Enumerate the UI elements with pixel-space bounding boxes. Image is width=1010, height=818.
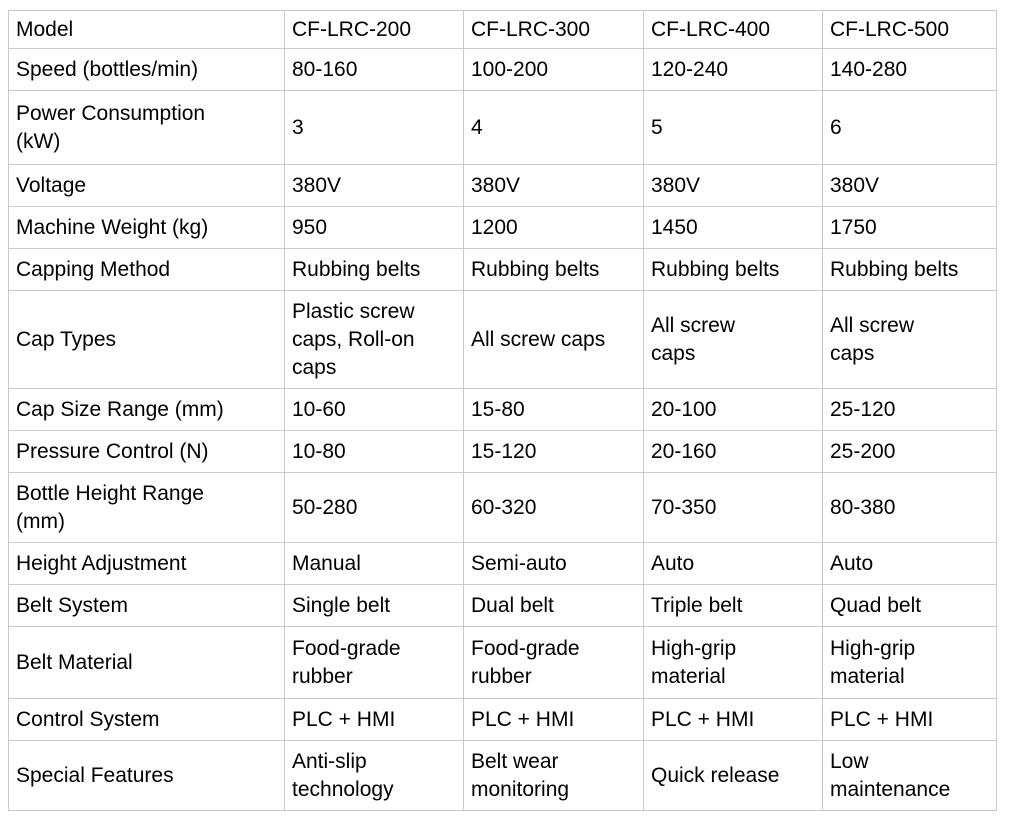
spec-cell: All screw caps [463, 290, 644, 389]
table-row-power-consumption: Power Consumption (kW) 3 4 5 6 [8, 90, 997, 165]
spec-cell: 25-200 [822, 430, 997, 473]
spec-cell: CF-LRC-200 [284, 10, 464, 49]
row-label-belt-material: Belt Material [8, 626, 285, 699]
row-label-cap-size-range: Cap Size Range (mm) [8, 388, 285, 431]
spec-cell: Low maintenance [822, 740, 997, 811]
spec-table: Model CF-LRC-200 CF-LRC-300 CF-LRC-400 C… [8, 10, 997, 811]
spec-cell: 380V [822, 164, 997, 207]
row-label-bottle-height-range: Bottle Height Range (mm) [8, 472, 285, 543]
spec-cell: 120-240 [643, 48, 823, 91]
spec-cell: 1450 [643, 206, 823, 249]
spec-cell: Food-grade rubber [463, 626, 644, 699]
spec-cell: 15-80 [463, 388, 644, 431]
spec-cell: 5 [643, 90, 823, 165]
spec-cell: 1750 [822, 206, 997, 249]
spec-cell: Single belt [284, 584, 464, 627]
spec-cell: 3 [284, 90, 464, 165]
spec-cell: CF-LRC-400 [643, 10, 823, 49]
spec-cell: CF-LRC-500 [822, 10, 997, 49]
row-label-pressure-control: Pressure Control (N) [8, 430, 285, 473]
spec-cell: 10-60 [284, 388, 464, 431]
spec-cell: PLC + HMI [284, 698, 464, 741]
spec-cell: All screw caps [643, 290, 823, 389]
row-label-height-adjustment: Height Adjustment [8, 542, 285, 585]
table-row-machine-weight: Machine Weight (kg) 950 1200 1450 1750 [8, 206, 997, 249]
row-label-model: Model [8, 10, 285, 49]
spec-cell: 4 [463, 90, 644, 165]
spec-cell: Food-grade rubber [284, 626, 464, 699]
spec-cell: 950 [284, 206, 464, 249]
table-row-voltage: Voltage 380V 380V 380V 380V [8, 164, 997, 207]
row-label-control-system: Control System [8, 698, 285, 741]
spec-cell: 15-120 [463, 430, 644, 473]
spec-cell: Plastic screw caps, Roll-on caps [284, 290, 464, 389]
spec-cell: PLC + HMI [463, 698, 644, 741]
table-row-height-adjustment: Height Adjustment Manual Semi-auto Auto … [8, 542, 997, 585]
spec-cell: Auto [822, 542, 997, 585]
spec-cell: 6 [822, 90, 997, 165]
spec-cell: 100-200 [463, 48, 644, 91]
spec-cell: 140-280 [822, 48, 997, 91]
spec-cell: Rubbing belts [643, 248, 823, 291]
spec-cell: CF-LRC-300 [463, 10, 644, 49]
spec-cell: 50-280 [284, 472, 464, 543]
spec-cell: Belt wear monitoring [463, 740, 644, 811]
spec-cell: 60-320 [463, 472, 644, 543]
table-row-capping-method: Capping Method Rubbing belts Rubbing bel… [8, 248, 997, 291]
table-row-cap-size-range: Cap Size Range (mm) 10-60 15-80 20-100 2… [8, 388, 997, 431]
row-label-cap-types: Cap Types [8, 290, 285, 389]
spec-cell: 380V [284, 164, 464, 207]
spec-cell: 25-120 [822, 388, 997, 431]
spec-cell: Semi-auto [463, 542, 644, 585]
spec-cell: 20-100 [643, 388, 823, 431]
spec-cell: All screw caps [822, 290, 997, 389]
spec-cell: Rubbing belts [284, 248, 464, 291]
spec-cell: Rubbing belts [463, 248, 644, 291]
spec-cell: Anti-slip technology [284, 740, 464, 811]
spec-cell: Triple belt [643, 584, 823, 627]
spec-cell: 380V [643, 164, 823, 207]
spec-cell: Manual [284, 542, 464, 585]
spec-cell: Quick release [643, 740, 823, 811]
spec-cell: PLC + HMI [643, 698, 823, 741]
spec-cell: High-grip material [643, 626, 823, 699]
spec-cell: Quad belt [822, 584, 997, 627]
table-row-pressure-control: Pressure Control (N) 10-80 15-120 20-160… [8, 430, 997, 473]
table-row-belt-material: Belt Material Food-grade rubber Food-gra… [8, 626, 997, 699]
row-label-voltage: Voltage [8, 164, 285, 207]
table-row-special-features: Special Features Anti-slip technology Be… [8, 740, 997, 811]
table-row-speed: Speed (bottles/min) 80-160 100-200 120-2… [8, 48, 997, 91]
spec-cell: Rubbing belts [822, 248, 997, 291]
table-row-belt-system: Belt System Single belt Dual belt Triple… [8, 584, 997, 627]
spec-cell: 10-80 [284, 430, 464, 473]
row-label-special-features: Special Features [8, 740, 285, 811]
row-label-machine-weight: Machine Weight (kg) [8, 206, 285, 249]
spec-cell: 1200 [463, 206, 644, 249]
table-row-bottle-height-range: Bottle Height Range (mm) 50-280 60-320 7… [8, 472, 997, 543]
spec-cell: 80-380 [822, 472, 997, 543]
row-label-belt-system: Belt System [8, 584, 285, 627]
table-row-model: Model CF-LRC-200 CF-LRC-300 CF-LRC-400 C… [8, 10, 997, 49]
spec-cell: 70-350 [643, 472, 823, 543]
spec-cell: Dual belt [463, 584, 644, 627]
spec-cell: 20-160 [643, 430, 823, 473]
spec-cell: PLC + HMI [822, 698, 997, 741]
row-label-speed: Speed (bottles/min) [8, 48, 285, 91]
spec-cell: 80-160 [284, 48, 464, 91]
row-label-power-consumption: Power Consumption (kW) [8, 90, 285, 165]
table-row-cap-types: Cap Types Plastic screw caps, Roll-on ca… [8, 290, 997, 389]
row-label-capping-method: Capping Method [8, 248, 285, 291]
spec-cell: 380V [463, 164, 644, 207]
spec-cell: Auto [643, 542, 823, 585]
table-row-control-system: Control System PLC + HMI PLC + HMI PLC +… [8, 698, 997, 741]
spec-cell: High-grip material [822, 626, 997, 699]
